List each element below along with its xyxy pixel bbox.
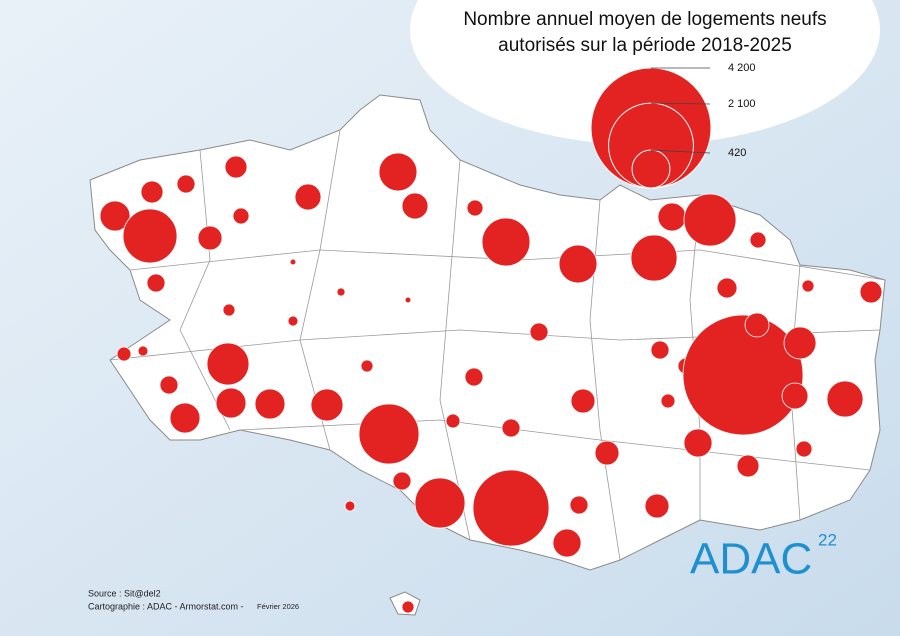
bubble	[197, 225, 223, 251]
bubble	[392, 471, 412, 491]
bubble	[169, 402, 201, 434]
bubble	[401, 192, 429, 220]
bubble	[146, 273, 166, 293]
bubble	[781, 382, 809, 410]
bubble	[122, 208, 178, 264]
bubble	[660, 393, 676, 409]
bubble	[206, 342, 250, 386]
bubble	[224, 155, 248, 179]
legend-label: 420	[728, 147, 746, 159]
bubble	[736, 454, 760, 478]
bubble	[344, 500, 356, 512]
source: Source : Sit@del2	[88, 588, 161, 598]
legend-label: 2 100	[728, 98, 756, 110]
bubble	[140, 180, 164, 204]
bubble	[137, 345, 149, 357]
title-line: Nombre annuel moyen de logements neufs	[463, 9, 826, 30]
bubble	[570, 388, 596, 414]
bubble	[294, 183, 322, 211]
bubble	[682, 314, 804, 436]
bubble	[569, 495, 589, 515]
bubble	[749, 231, 767, 249]
bubble	[116, 346, 132, 362]
bubble	[222, 303, 236, 317]
bubble	[801, 279, 815, 293]
legend-circle	[631, 149, 671, 189]
bubble	[859, 280, 883, 304]
bubble	[378, 152, 418, 192]
bubble	[176, 174, 196, 194]
bubble	[650, 340, 670, 360]
bubble	[287, 315, 299, 327]
bubble	[310, 388, 344, 422]
bubble	[501, 418, 521, 438]
bubble	[683, 428, 713, 458]
bubble	[552, 528, 582, 558]
logo-text: ADAC	[690, 535, 812, 584]
bubble	[336, 287, 346, 297]
bubble	[657, 202, 687, 232]
bubble	[232, 207, 250, 225]
bubble	[358, 403, 420, 465]
title-line: autorisés sur la période 2018-2025	[498, 35, 792, 56]
bubble	[795, 440, 813, 458]
bubble	[254, 388, 286, 420]
logo-number: 22	[818, 530, 837, 549]
bubble	[529, 322, 549, 342]
bubble	[289, 258, 297, 266]
credits: Cartographie : ADAC - Armorstat.com -	[88, 601, 244, 611]
bubble	[644, 493, 670, 519]
legend-leader	[650, 102, 711, 105]
bubble	[594, 440, 620, 466]
bubble	[716, 277, 738, 299]
bubble	[414, 477, 466, 529]
bubble	[783, 326, 817, 360]
bubble	[683, 193, 737, 247]
bubble	[826, 380, 864, 418]
legend-leader	[650, 149, 711, 154]
bubble	[558, 244, 598, 284]
bubble	[401, 600, 415, 614]
bubble	[472, 469, 550, 547]
bubble	[466, 199, 484, 217]
bubble	[360, 359, 374, 373]
bubble	[464, 367, 484, 387]
bubble	[445, 413, 461, 429]
bubble	[481, 217, 531, 267]
bubble	[215, 387, 247, 419]
bubble	[744, 312, 770, 338]
legend-label: 4 200	[728, 62, 756, 74]
date: Février 2026	[257, 602, 299, 611]
bubble	[404, 296, 412, 304]
bubble	[159, 375, 179, 395]
bubble	[99, 200, 131, 232]
bubble	[630, 234, 678, 282]
